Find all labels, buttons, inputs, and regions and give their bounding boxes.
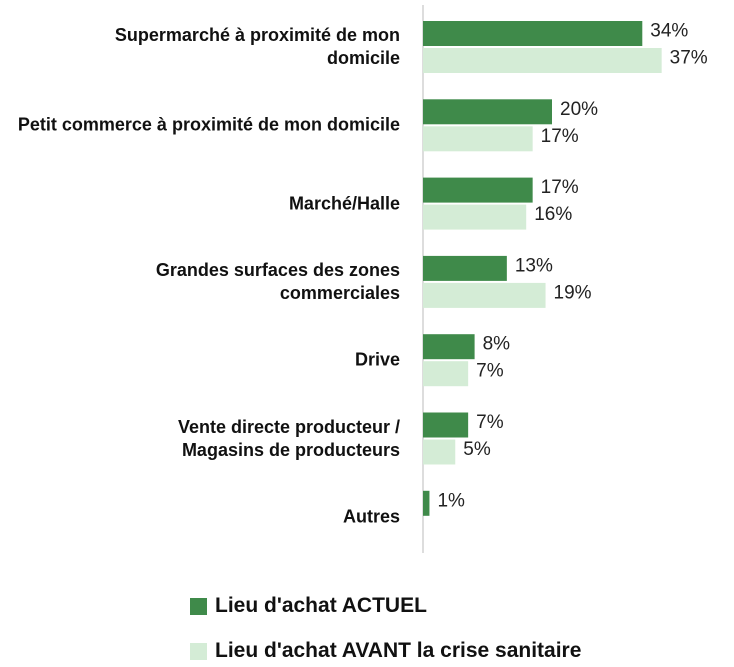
value-label: 17% xyxy=(541,126,579,147)
bar xyxy=(423,255,507,281)
value-label: 7% xyxy=(476,361,504,382)
category-label: Drive xyxy=(354,349,400,370)
value-label: 37% xyxy=(670,48,708,69)
category-label: Marché/Halle xyxy=(288,193,400,214)
value-label: 1% xyxy=(437,490,465,511)
legend-swatch xyxy=(190,642,207,660)
value-label: 19% xyxy=(554,282,592,303)
value-label: 20% xyxy=(560,99,598,120)
bar xyxy=(423,334,475,360)
legend-item: Lieu d'achat ACTUEL xyxy=(190,594,427,618)
bar xyxy=(423,490,430,516)
category-label: Grandes surfaces des zones commerciales xyxy=(155,259,400,303)
category-label: Supermarché à proximité de mon domicile xyxy=(114,25,400,68)
bar xyxy=(423,177,533,203)
legend-item: Lieu d'achat AVANT la crise sanitaire xyxy=(190,639,581,663)
legend-swatch xyxy=(190,597,207,615)
bar xyxy=(423,361,469,387)
value-label: 5% xyxy=(463,439,491,460)
bar xyxy=(423,48,662,73)
category-label: Petit commerce à proximité de mon domici… xyxy=(17,114,400,135)
category-label: Vente directe producteur / Magasins de p… xyxy=(177,416,400,460)
bar xyxy=(423,126,533,152)
bar xyxy=(423,282,546,308)
value-label: 8% xyxy=(483,334,511,355)
bar xyxy=(423,412,469,438)
category-label: Autres xyxy=(342,506,400,527)
value-label: 17% xyxy=(541,177,579,198)
value-label: 13% xyxy=(515,255,553,276)
bar xyxy=(423,99,552,125)
bar xyxy=(423,21,643,46)
value-label: 16% xyxy=(534,204,572,225)
bar xyxy=(423,439,456,465)
value-label: 34% xyxy=(650,21,688,42)
legend-label: Lieu d'achat AVANT la crise sanitaire xyxy=(215,639,582,662)
value-label: 7% xyxy=(476,412,504,433)
legend-label: Lieu d'achat ACTUEL xyxy=(215,594,427,617)
bar xyxy=(423,204,527,230)
